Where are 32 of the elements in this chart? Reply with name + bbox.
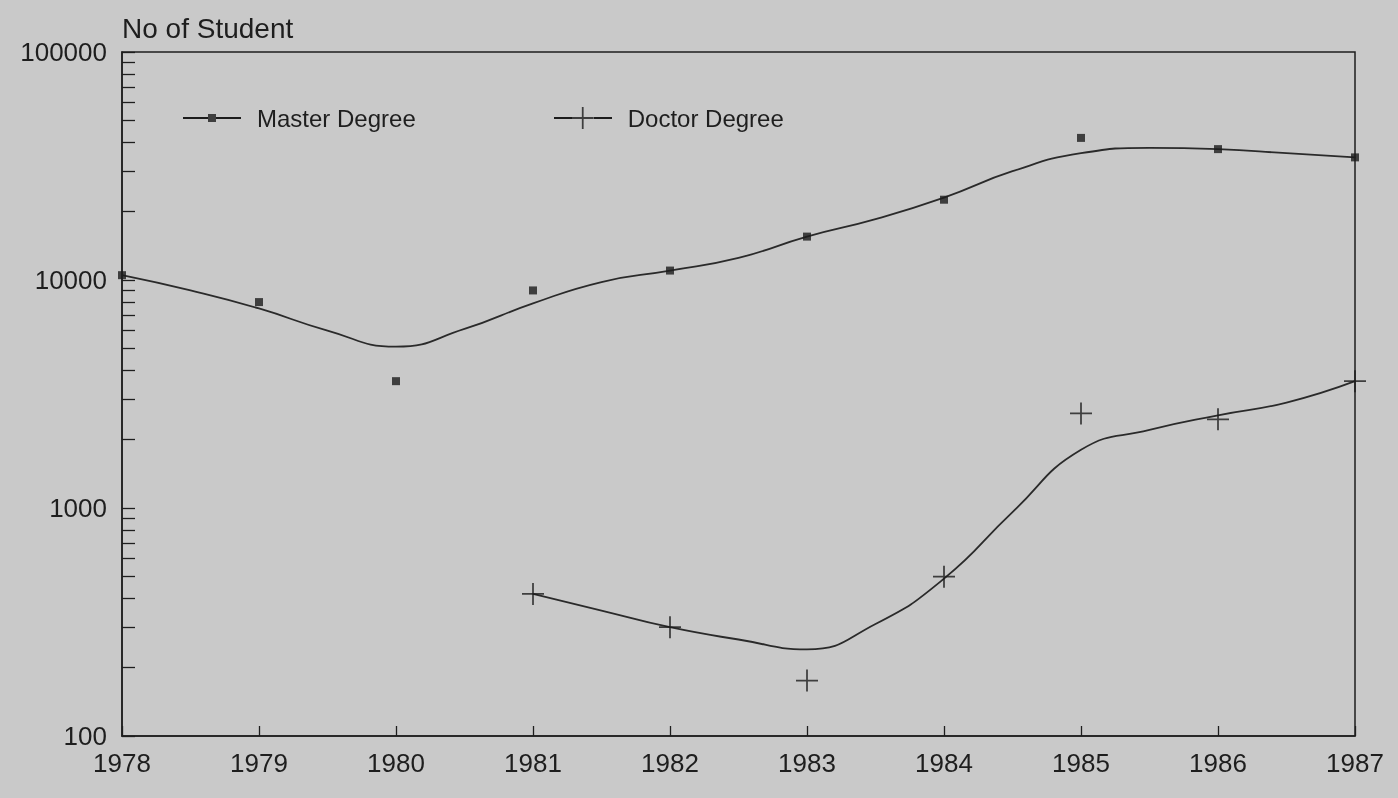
point <box>803 232 811 241</box>
point <box>529 286 537 295</box>
point <box>255 298 263 307</box>
y-tick-label: 100000 <box>20 37 107 67</box>
point <box>933 565 955 588</box>
legend-label: Doctor Degree <box>627 104 784 132</box>
y-axis-title: No of Student <box>122 12 294 44</box>
legend-label: Master Degree <box>257 104 416 132</box>
point <box>1344 370 1366 393</box>
x-tick-label: 1983 <box>778 748 836 778</box>
point <box>666 266 674 275</box>
x-tick-label: 1981 <box>504 748 562 778</box>
x-tick-label: 1980 <box>367 748 425 778</box>
point <box>659 616 681 639</box>
point <box>940 195 948 204</box>
point <box>522 582 544 605</box>
x-tick-label: 1978 <box>93 748 151 778</box>
x-tick-label: 1982 <box>641 748 699 778</box>
point <box>392 377 400 386</box>
point <box>1077 133 1085 142</box>
x-tick-label: 1986 <box>1189 748 1247 778</box>
x-tick-label: 1987 <box>1326 748 1384 778</box>
y-tick-label: 1000 <box>49 493 107 523</box>
point <box>1207 408 1229 431</box>
point <box>1351 153 1359 162</box>
point <box>118 271 126 280</box>
x-tick-label: 1984 <box>915 748 973 778</box>
y-tick-label: 100 <box>63 721 107 751</box>
y-tick-label: 10000 <box>34 265 107 295</box>
x-tick-label: 1985 <box>1052 748 1110 778</box>
x-tick-label: 1979 <box>230 748 288 778</box>
point <box>1214 145 1222 154</box>
